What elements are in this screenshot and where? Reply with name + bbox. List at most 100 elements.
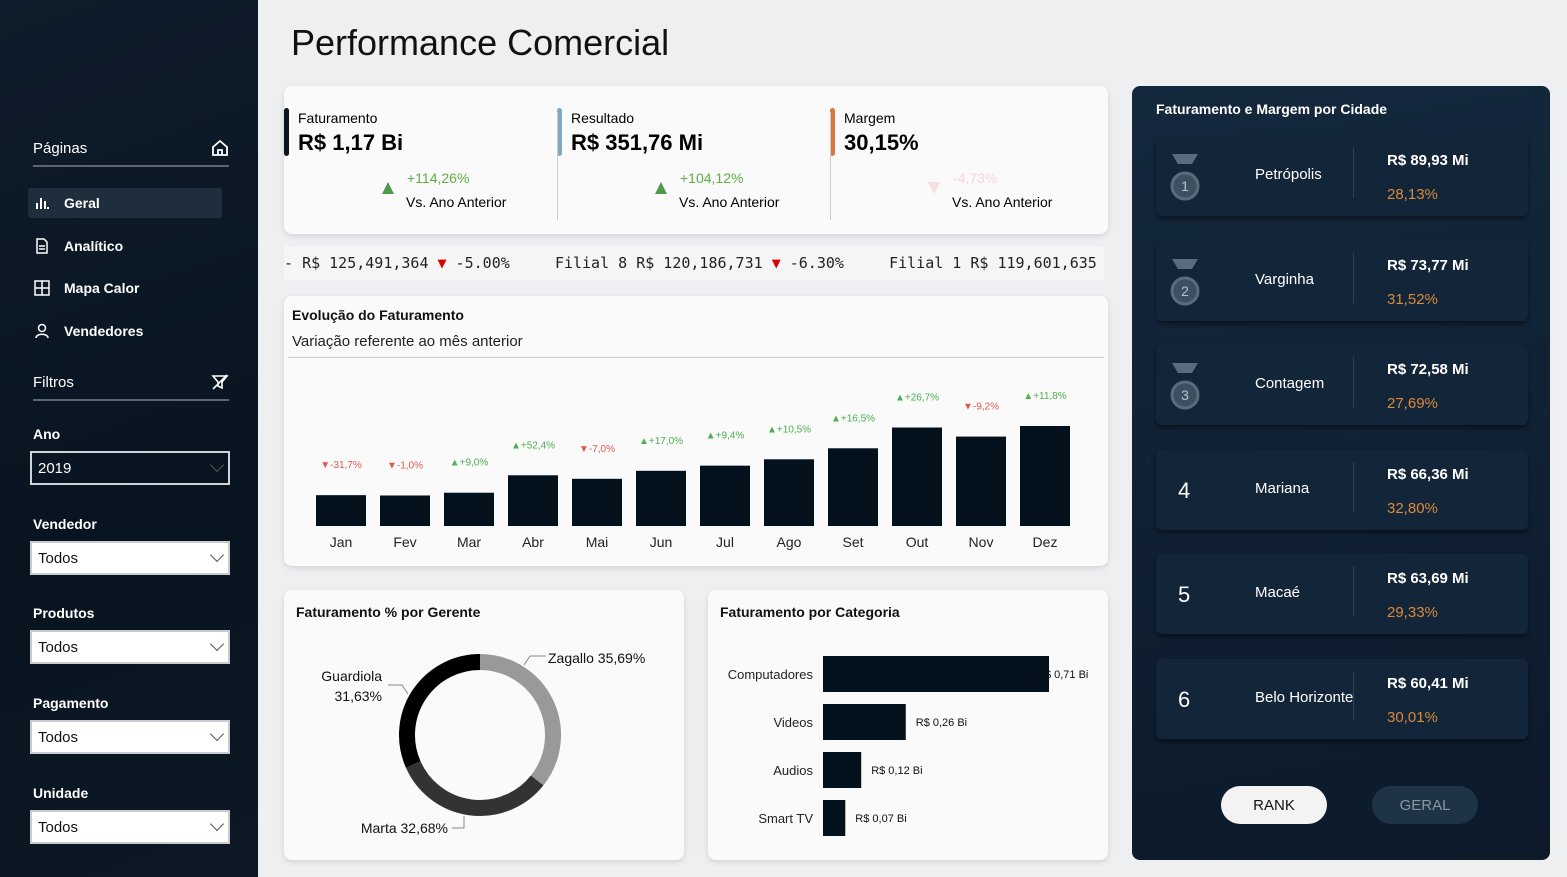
kpi-delta: +104,12% [680, 170, 744, 186]
bar-Audios[interactable] [823, 752, 862, 788]
bar-Jun[interactable] [636, 470, 686, 526]
bar-Abr[interactable] [508, 475, 558, 526]
filter-dropdown[interactable]: Todos [30, 541, 230, 575]
triangle-down-icon: ▼ [437, 254, 447, 272]
city-name: Mariana [1255, 479, 1310, 497]
city-revenue: R$ 72,58 Mi [1387, 361, 1469, 378]
city-revenue: R$ 63,69 Mi [1387, 570, 1469, 587]
nav-item-analitico[interactable]: Analítico [28, 231, 222, 261]
data-label: R$ 0,26 Bi [916, 717, 967, 729]
slice-zagallo[interactable] [479, 654, 561, 786]
kpi-delta: -4,73% [953, 170, 998, 186]
geral-button[interactable]: GERAL [1372, 786, 1478, 824]
kpi-delta: +114,26% [407, 170, 470, 186]
filter-dropdown[interactable]: Todos [30, 720, 230, 754]
city-card[interactable]: 4 Mariana R$ 66,36 Mi 32,80% [1156, 449, 1528, 530]
bar-Jan[interactable] [316, 495, 366, 526]
data-label: ▲+9,4% [706, 431, 745, 442]
leader-line [388, 684, 409, 695]
nav-item-mapa-calor[interactable]: Mapa Calor [28, 273, 222, 303]
city-card[interactable]: 1 Petrópolis R$ 89,93 Mi 28,13% [1156, 136, 1528, 216]
city-margin: 30,01% [1387, 708, 1438, 726]
data-label: ▼-1,0% [387, 460, 423, 471]
data-label: ▲+17,0% [639, 436, 683, 447]
city-name: Macaé [1255, 584, 1301, 601]
ticker-delta: -6.30% [789, 254, 844, 272]
bar-Computadores[interactable] [823, 656, 1049, 692]
user-icon [35, 323, 49, 339]
manager-share-card: Faturamento % por Gerente Zagallo 35,69%… [284, 590, 684, 860]
city-revenue: R$ 89,93 Mi [1387, 152, 1469, 169]
data-label: ▼-7,0% [579, 444, 615, 455]
city-card[interactable]: 2 Varginha R$ 73,77 Mi 31,52% [1156, 240, 1528, 321]
slice-label: 31,63% [335, 688, 382, 704]
filter-dropdown[interactable]: Todos [30, 630, 230, 664]
data-label: ▼-31,7% [320, 460, 362, 471]
kpi-label: Resultado [571, 110, 635, 126]
ticker-value: R$ 120,186,731 [636, 254, 763, 272]
arrow-down-icon [928, 182, 940, 194]
clear-filter-icon[interactable] [211, 373, 229, 391]
bar-Set[interactable] [828, 448, 878, 526]
filter-value: Todos [38, 728, 79, 746]
kpi-margem: Margem 30,15% -4,73% Vs. Ano Anterior [830, 108, 1090, 218]
city-card[interactable]: 3 Contagem R$ 72,58 Mi 27,69% [1156, 345, 1528, 425]
filter-dropdown[interactable]: Todos [30, 810, 230, 844]
x-tick-label: Mar [457, 534, 481, 550]
city-name: Varginha [1255, 270, 1314, 288]
filter-dropdown[interactable]: 2019 [30, 451, 230, 485]
x-tick-label: Abr [522, 534, 544, 550]
bar-Mai[interactable] [572, 478, 622, 526]
bar-Videos[interactable] [823, 704, 906, 740]
bar-Fev[interactable] [380, 495, 430, 526]
bar-Nov[interactable] [956, 436, 1006, 526]
city-margin: 28,13% [1387, 186, 1438, 203]
sidebar: Páginas Geral Analítico Mapa Calor Vende… [0, 0, 258, 877]
medal-icon: 3 [1170, 363, 1200, 410]
city-revenue: R$ 66,36 Mi [1387, 465, 1469, 483]
document-icon [36, 238, 48, 254]
data-label: ▲+26,7% [895, 393, 939, 404]
triangle-down-icon: ▼ [771, 254, 781, 272]
pages-header: Páginas [33, 139, 229, 167]
bar-Ago[interactable] [764, 459, 814, 526]
leader-line [523, 655, 546, 666]
data-label: ▲+52,4% [511, 440, 555, 451]
nav-label: Analítico [64, 238, 124, 254]
chart-title: Faturamento por Categoria [720, 604, 900, 620]
slice-guardiola[interactable] [399, 654, 481, 768]
data-label: ▼-9,2% [963, 402, 999, 413]
city-card[interactable]: 5 Macaé R$ 63,69 Mi 29,33% [1156, 554, 1528, 634]
x-tick-label: Out [906, 534, 929, 550]
bar-Out[interactable] [892, 427, 942, 526]
bar-Jul[interactable] [700, 465, 750, 526]
kpi-resultado: Resultado R$ 351,76 Mi +104,12% Vs. Ano … [557, 108, 817, 218]
kpi-value: R$ 1,17 Bi [298, 130, 404, 155]
category-label: Videos [773, 715, 813, 730]
category-bar-chart: Computadores R$ 0,71 Bi Videos R$ 0,26 Bi Au… [728, 656, 1088, 836]
category-label: Audios [773, 763, 813, 778]
chevron-down-icon [209, 816, 225, 832]
filter-label: Produtos [33, 605, 95, 621]
filter-label: Ano [33, 426, 61, 442]
filter-label: Unidade [33, 785, 89, 801]
manager-donut-chart: Zagallo 35,69% Marta 32,68% Guardiola 31,63… [321, 650, 645, 836]
nav-item-vendedores[interactable]: Vendedores [28, 316, 222, 346]
medal-icon: 1 [1170, 154, 1200, 201]
nav-label: Geral [64, 195, 100, 211]
ticker-name: Filial 1 [889, 254, 962, 272]
kpi-label: Margem [844, 110, 896, 126]
city-card[interactable]: 6 Belo Horizonte R$ 60,41 Mi 30,01% [1156, 658, 1528, 739]
ticker-item: - R$ 125,491,364 ▼ -5.00% [284, 254, 510, 272]
home-icon[interactable] [211, 139, 229, 157]
rank-button[interactable]: RANK [1221, 786, 1327, 824]
grid-icon [34, 280, 50, 296]
bar-Mar[interactable] [444, 492, 494, 526]
bar-Dez[interactable] [1020, 426, 1070, 526]
filter-label: Pagamento [33, 695, 109, 711]
slice-marta[interactable] [405, 761, 544, 816]
bar-Smart TV[interactable] [823, 800, 846, 836]
data-label: R$ 0,07 Bi [855, 813, 906, 825]
category-label: Computadores [728, 667, 814, 682]
nav-item-geral[interactable]: Geral [28, 188, 222, 218]
